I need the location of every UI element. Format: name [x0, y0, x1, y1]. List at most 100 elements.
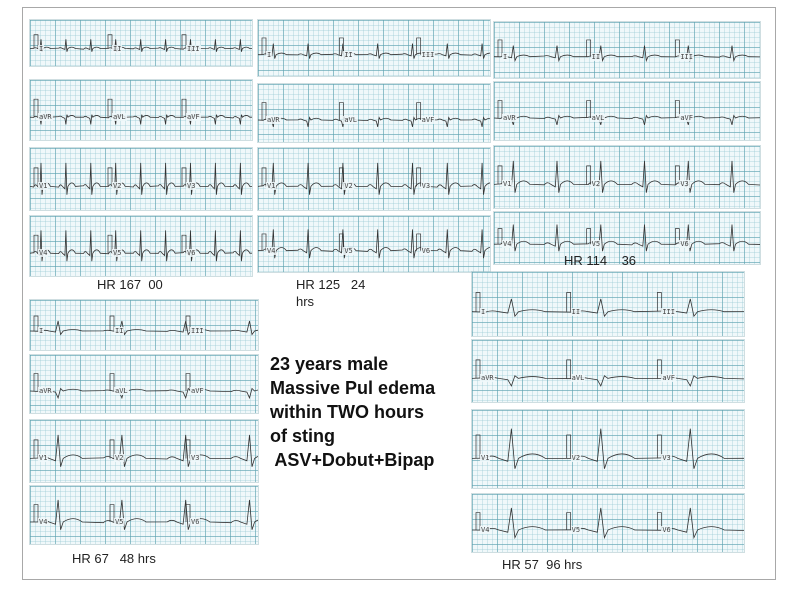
heart-rate-value: HR 167 [97, 277, 142, 292]
ecg-strip: V1 V2 V3 [494, 146, 760, 208]
ecg-trace [258, 162, 490, 195]
calibration-pulse [185, 504, 191, 522]
ecg-trace [30, 230, 252, 262]
lead-label: V3 [420, 182, 432, 191]
ecg-waveform [494, 160, 760, 193]
lead-label: II [590, 52, 602, 61]
lead-label: III [190, 327, 205, 335]
calibration-pulse [33, 504, 39, 522]
lead-label: V2 [343, 182, 354, 191]
time-point: 24 [350, 277, 366, 292]
calibration-pulse [338, 102, 344, 120]
calibration-pulse [586, 39, 592, 57]
ecg-waveform [472, 428, 744, 469]
ecg-waveform [30, 162, 252, 195]
time-point: 48 hrs [119, 551, 156, 566]
ecg-strip: I II III [472, 272, 744, 336]
ecg-trace [494, 100, 760, 126]
time-point: 96 hrs [546, 557, 583, 572]
ecg-strip: aVR aVL aVF [494, 82, 760, 140]
ecg-waveform [258, 229, 490, 259]
ecg-waveform [472, 375, 744, 387]
ecg-trace [472, 359, 744, 387]
ecg-trace [258, 102, 490, 127]
calibration-pulse [586, 100, 592, 118]
calibration-pulse [586, 228, 592, 245]
lead-label: V3 [661, 454, 672, 463]
calibration-pulse [656, 434, 662, 459]
calibration-pulse [33, 167, 39, 187]
lead-label: V1 [480, 454, 491, 463]
caption-line-onset: within TWO hours [270, 402, 424, 422]
calibration-pulse [656, 359, 662, 379]
ecg-strip: V1 V2 V3 [472, 410, 744, 488]
calibration-pulse [33, 234, 39, 254]
ecg-trace [494, 224, 760, 252]
calibration-pulse [416, 102, 422, 120]
lead-label: aVF [186, 113, 201, 122]
caption-line-treatment: ASV+Dobut+Bipap [270, 450, 435, 470]
lead-label: V5 [343, 246, 354, 255]
lead-label: V4 [38, 249, 49, 258]
calibration-pulse [656, 292, 662, 312]
lead-label: V4 [38, 517, 49, 526]
lead-label: V5 [112, 249, 123, 258]
lead-label: V3 [679, 180, 690, 189]
caption-line-age-sex: 23 years male [270, 354, 389, 374]
calibration-pulse [338, 167, 344, 187]
calibration-pulse [109, 315, 115, 331]
calibration-pulse [33, 373, 39, 391]
time-point: 00 [148, 277, 163, 292]
lead-label: II [343, 50, 354, 59]
calibration-pulse [33, 315, 39, 331]
ecg-strip: V1 V2 V3 [258, 148, 490, 210]
ecg-trace [30, 373, 258, 400]
lead-label: III [420, 50, 436, 59]
calibration-pulse [181, 98, 187, 118]
calibration-pulse [674, 39, 680, 57]
calibration-pulse [566, 292, 572, 312]
lead-label: V5 [590, 240, 602, 249]
ecg-trace [258, 229, 490, 259]
ecg-waveform [258, 116, 490, 127]
calibration-pulse [566, 512, 572, 530]
calibration-pulse [586, 165, 592, 185]
ecg-strip: V4 V5 V6 [30, 216, 252, 276]
ecg-waveform [30, 499, 258, 530]
ecg-trace [472, 507, 744, 540]
calibration-pulse [261, 37, 267, 55]
ecg-strip: aVR aVL aVF [30, 80, 252, 140]
lead-label: aVL [590, 113, 606, 122]
lead-label: V6 [661, 525, 672, 534]
ecg-trace [30, 315, 258, 336]
ecg-strip: aVR aVL aVF [258, 84, 490, 142]
lead-label: V2 [112, 182, 123, 191]
calibration-pulse [109, 373, 115, 391]
calibration-pulse [674, 228, 680, 245]
calibration-pulse [107, 98, 113, 118]
calibration-pulse [261, 233, 267, 251]
calibration-pulse [497, 228, 503, 245]
slide-frame [22, 7, 776, 580]
calibration-pulse [566, 434, 572, 459]
ecg-strip: I II III [258, 20, 490, 76]
lead-label: V2 [114, 454, 125, 463]
ecg-trace [472, 428, 744, 469]
ecg-strip: V4 V5 V6 [494, 212, 760, 264]
calibration-pulse [416, 37, 422, 55]
ecg-trace [494, 39, 760, 63]
ecg-trace [30, 98, 252, 125]
ecg-waveform [30, 320, 258, 336]
heart-rate-label: HR 125 24 hrs [296, 276, 365, 310]
calibration-pulse [261, 167, 267, 187]
caption-line-diagnosis: Massive Pul edema [270, 378, 436, 398]
ecg-trace [30, 434, 258, 467]
lead-label: I [480, 307, 487, 316]
calibration-pulse [475, 512, 481, 530]
calibration-pulse [33, 34, 39, 49]
ecg-strip: V4 V5 V6 [258, 216, 490, 272]
lead-label: V1 [38, 182, 49, 191]
lead-label: aVR [502, 113, 517, 122]
lead-label: V6 [679, 240, 690, 249]
lead-label: aVR [38, 386, 53, 395]
